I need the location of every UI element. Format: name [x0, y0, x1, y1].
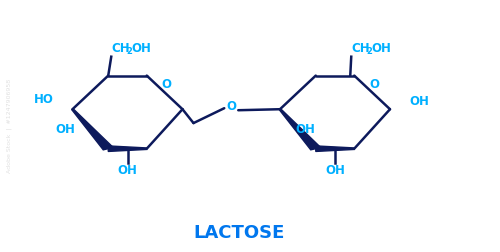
- Text: OH: OH: [295, 123, 315, 136]
- Text: OH: OH: [118, 164, 138, 177]
- Text: 2: 2: [126, 47, 132, 56]
- Text: O: O: [369, 78, 379, 91]
- Text: OH: OH: [372, 42, 392, 55]
- Polygon shape: [316, 146, 354, 151]
- Text: O: O: [162, 78, 172, 91]
- Text: OH: OH: [409, 95, 429, 108]
- Text: CH: CH: [112, 42, 130, 55]
- Polygon shape: [279, 109, 321, 150]
- Polygon shape: [108, 146, 147, 151]
- Polygon shape: [72, 109, 114, 150]
- Text: 2: 2: [366, 47, 372, 56]
- Text: Adobe Stock  |  #1247906958: Adobe Stock | #1247906958: [6, 79, 12, 173]
- Text: OH: OH: [132, 42, 152, 55]
- Text: HO: HO: [34, 93, 54, 106]
- Text: LACTOSE: LACTOSE: [194, 224, 284, 242]
- Text: CH: CH: [352, 42, 370, 55]
- Text: OH: OH: [55, 123, 75, 136]
- Text: OH: OH: [325, 164, 345, 177]
- Text: O: O: [226, 100, 236, 113]
